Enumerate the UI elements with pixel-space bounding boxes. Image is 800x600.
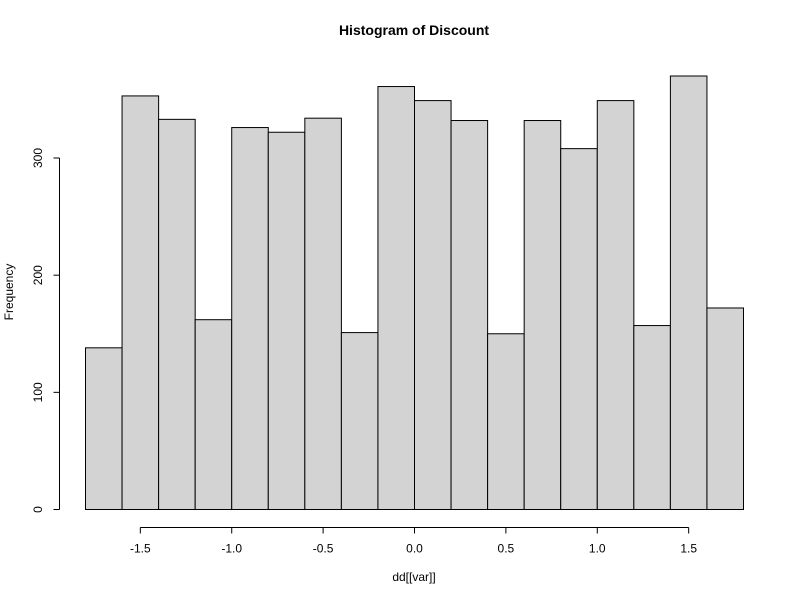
y-tick-label: 200	[31, 265, 45, 285]
y-axis-label: Frequency	[2, 264, 16, 321]
x-axis-label: dd[[var]]	[392, 570, 435, 584]
histogram-bar	[85, 347, 123, 510]
x-axis: -1.5 -1.0 -0.5 0.0 0.5 1.0 1.5	[130, 527, 697, 556]
x-tick-label: 0.5	[498, 542, 515, 556]
histogram-bar	[487, 333, 525, 511]
x-tick-label: 1.0	[589, 542, 606, 556]
histogram-bar	[633, 325, 671, 510]
histogram-bar	[267, 131, 306, 511]
x-tick-label: 1.5	[680, 542, 697, 556]
chart-title: Histogram of Discount	[339, 22, 489, 38]
y-tick-label: 100	[31, 382, 45, 402]
histogram-bar	[450, 120, 489, 511]
x-tick-label: -1.0	[221, 542, 242, 556]
bars-group	[85, 75, 745, 511]
histogram-bar	[596, 100, 635, 510]
histogram-bar	[414, 100, 452, 510]
x-tick-label: -1.5	[130, 542, 151, 556]
histogram-bar	[304, 117, 342, 511]
x-tick-label: 0.0	[406, 542, 423, 556]
x-tick-label: -0.5	[313, 542, 334, 556]
histogram-bar	[340, 332, 379, 510]
y-tick-label: 300	[31, 148, 45, 168]
histogram-bar	[194, 319, 233, 511]
y-tick-label: 0	[31, 506, 45, 513]
histogram-bar	[231, 127, 269, 511]
histogram-bar	[377, 86, 416, 510]
y-axis: 0 100 200 300	[31, 148, 60, 513]
histogram-bar	[121, 95, 160, 510]
histogram-bar	[669, 75, 708, 510]
histogram-bar	[158, 118, 196, 510]
histogram-bar	[560, 148, 598, 510]
histogram-bar	[523, 120, 562, 511]
histogram-bar	[706, 307, 745, 511]
